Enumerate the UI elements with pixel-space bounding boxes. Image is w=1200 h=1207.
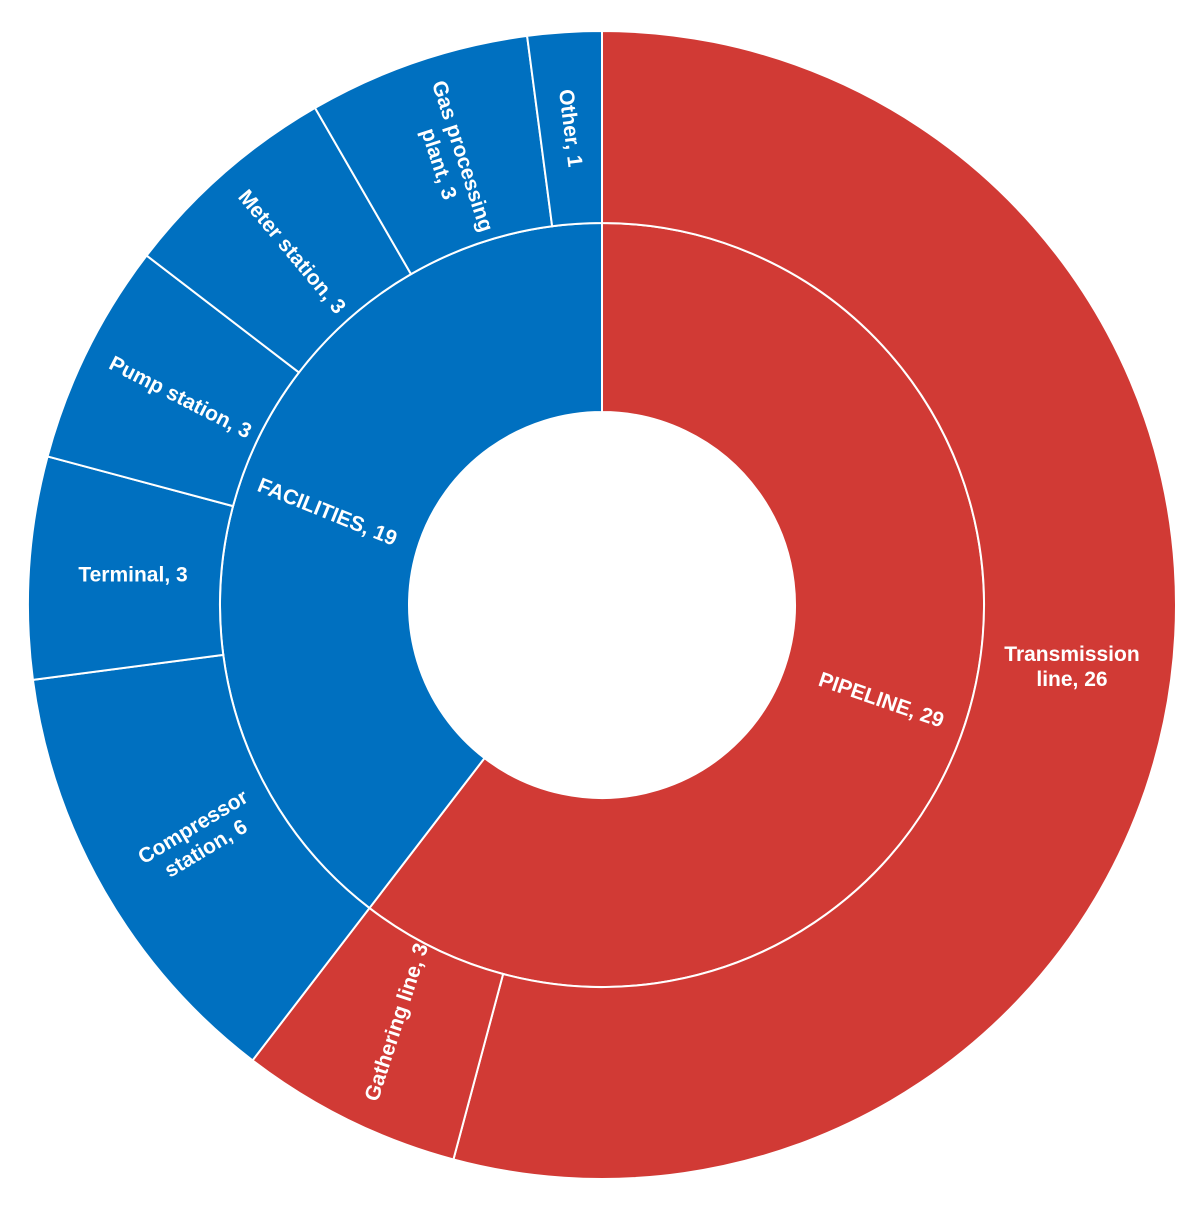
- outer-segment-transmission-line: [452, 29, 1177, 1180]
- outer-label-transmission-line: Transmission line, 26: [1004, 643, 1139, 691]
- inner-ring: [219, 221, 985, 988]
- outer-ring: [27, 29, 1177, 1180]
- outer-label-terminal: Terminal, 3: [78, 563, 187, 586]
- outer-segment-other: [525, 29, 603, 228]
